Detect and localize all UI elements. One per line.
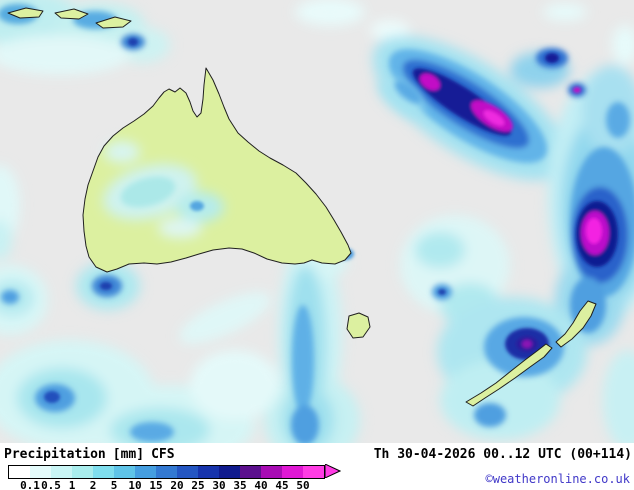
legend-tick-label: 45 [275,479,289,490]
legend-tick-label: 5 [110,479,118,490]
legend-tick-label: 20 [170,479,184,490]
legend-colorbar [8,465,325,479]
legend-color-segment [198,466,219,478]
legend-color-segment [156,466,177,478]
legend-tick-label: 0.1 [20,479,40,490]
heavy-rain-cells [44,38,618,403]
copyright-link[interactable]: ©weatheronline.co.uk [485,472,631,486]
legend-tick-label: 25 [191,479,205,490]
land-precipitation-layer [103,79,422,238]
legend-color-segment [135,466,156,478]
legend-unit: [mm] [112,447,145,462]
legend-footer: Precipitation [mm] CFS Th 30-04-2026 00..1… [0,443,634,490]
legend-tick-label: 2 [89,479,97,490]
legend-tick-label: 40 [254,479,268,490]
legend-color-segment [114,466,135,478]
map-canvas [0,0,634,443]
legend-color-segment [261,466,282,478]
legend-color-segment [72,466,93,478]
legend-color-segment [30,466,51,478]
legend-color-segment [303,466,324,478]
new-zealand-south-island [466,344,552,406]
legend-color-segment [9,466,30,478]
legend-arrow [325,464,341,478]
legend-label: Precipitation [mm] CFS [4,447,182,462]
legend-title: Precipitation [4,447,106,462]
legend-tick-label: 50 [296,479,310,490]
precipitation-map [0,0,634,443]
legend-color-segment [51,466,72,478]
indonesia-island-1 [8,8,43,18]
australia-landmass [83,68,351,272]
legend-model: CFS [151,447,175,462]
legend-color-segment [219,466,240,478]
coastline-layer [7,7,597,407]
legend-tick-label: 0.5 [41,479,61,490]
tasmania-island [347,313,370,338]
new-zealand-north-island [556,301,596,347]
legend-tick-label: 35 [233,479,247,490]
legend-tick-label: 15 [149,479,163,490]
legend-color-segment [93,466,114,478]
legend-tick-label: 10 [128,479,142,490]
legend-tick-label: 30 [212,479,226,490]
legend-color-segment [177,466,198,478]
legend-tick-label: 1 [68,479,76,490]
legend-color-segment [240,466,261,478]
legend-color-segment [282,466,303,478]
forecast-datetime: Th 30-04-2026 00..12 UTC (00+114) [373,447,632,462]
land-layer [8,8,596,406]
indonesia-island-3 [96,17,131,28]
